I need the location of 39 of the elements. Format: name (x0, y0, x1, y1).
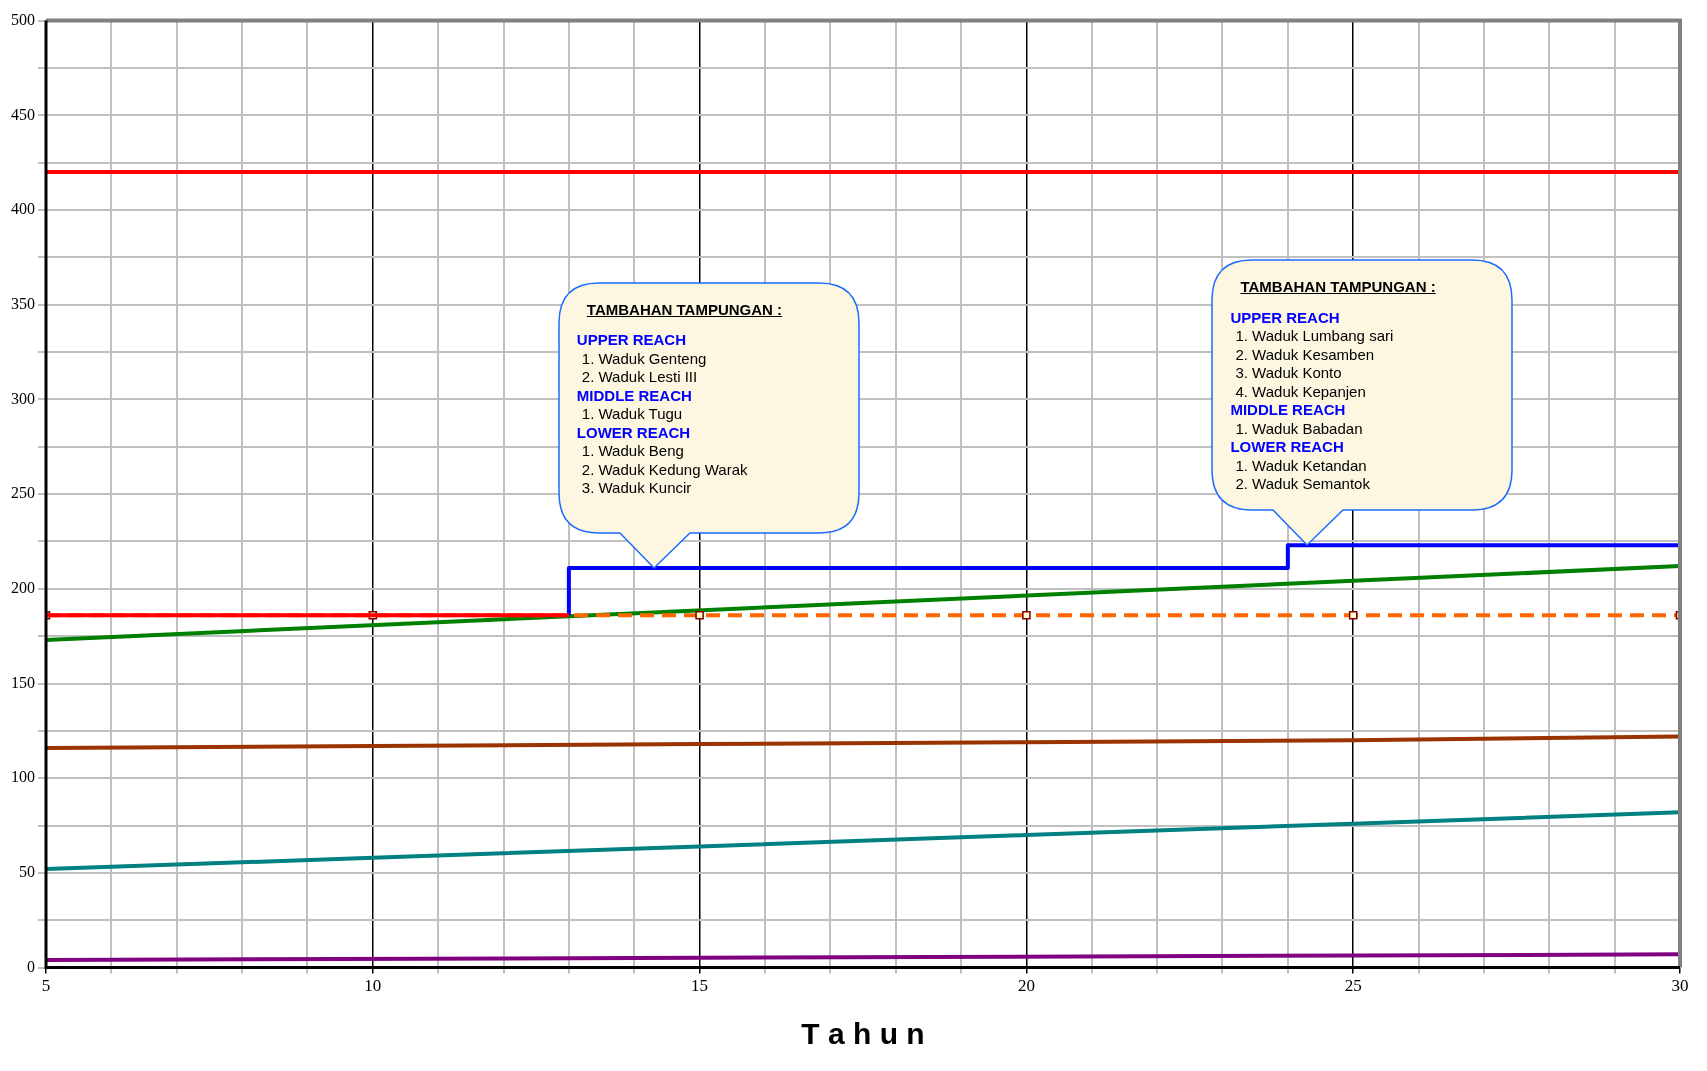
y-tick-label: 500 (11, 10, 35, 28)
x-tick-label: 15 (691, 976, 709, 996)
y-tick-label: 0 (27, 957, 35, 975)
x-tick-label: 20 (1017, 976, 1035, 996)
annotation: 2. Waduk Kesamben (1235, 345, 1375, 363)
annotation: LOWER REACH (1230, 438, 1344, 456)
annotation: TAMBAHAN TAMPUNGAN : (1240, 278, 1436, 296)
annotation: LOWER REACH (576, 423, 691, 441)
y-tick-label: 300 (11, 389, 35, 407)
annotation: MIDDLE REACH (1230, 401, 1346, 419)
x-axis-title: T a h u n (801, 1017, 925, 1051)
y-tick-label: 100 (11, 768, 35, 786)
annotation: 1. Waduk Beng (581, 442, 684, 460)
annotation: 1. Waduk Lumbang sari (1235, 327, 1394, 345)
annotation: 2. Waduk Lesti III (581, 368, 698, 386)
y-tick-label: 350 (11, 294, 35, 312)
x-tick-label: 25 (1344, 976, 1362, 996)
annotation: 1. Waduk Babadan (1235, 419, 1363, 437)
annotation: 1. Waduk Genteng (581, 349, 707, 367)
x-tick-label: 10 (364, 976, 382, 996)
y-tick-label: 50 (19, 863, 35, 881)
x-tick-label: 30 (1671, 976, 1689, 996)
y-tick-label: 400 (11, 200, 35, 218)
y-tick-label: 450 (11, 105, 35, 123)
y-tick-label: 250 (11, 484, 35, 502)
annotation: 2. Waduk Kedung Warak (581, 460, 748, 478)
annotation: 1. Waduk Tugu (581, 405, 683, 423)
annotation: 1. Waduk Ketandan (1235, 456, 1367, 474)
annotation: UPPER REACH (576, 331, 687, 349)
annotation: TAMBAHAN TAMPUNGAN : (586, 300, 783, 318)
annotation: MIDDLE REACH (576, 386, 692, 404)
annotation: 4. Waduk Kepanjen (1235, 382, 1366, 400)
annotation: UPPER REACH (1230, 308, 1340, 326)
y-tick-label: 200 (11, 579, 35, 596)
annotation: 3. Waduk Konto (1235, 364, 1342, 382)
x-tick-label: 5 (41, 976, 51, 996)
annotation: 2. Waduk Semantok (1235, 475, 1370, 493)
y-tick-label: 150 (11, 673, 35, 691)
annotation: 3. Waduk Kuncir (581, 479, 692, 497)
